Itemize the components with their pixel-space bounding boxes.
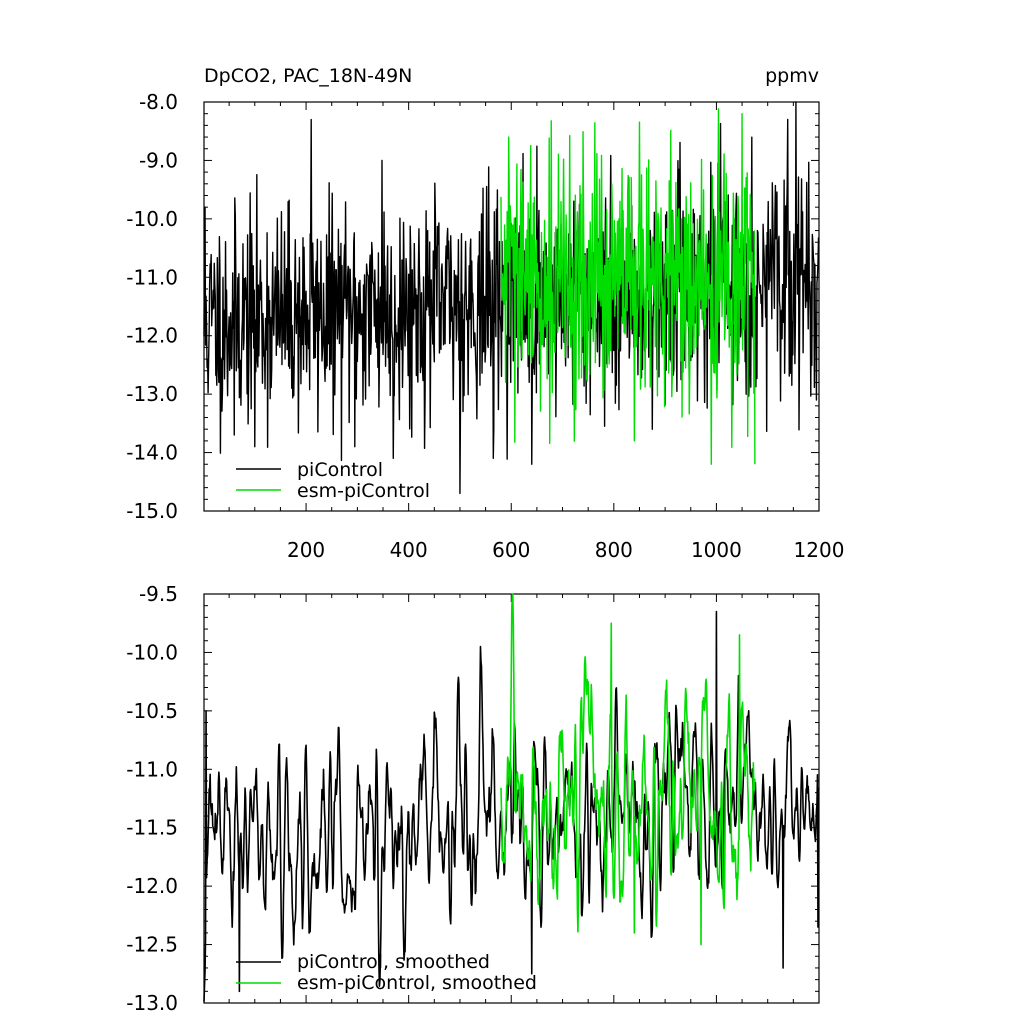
top-x-tick-label: 800 <box>595 538 633 562</box>
bottom-series-group <box>203 593 820 1002</box>
top-axis-ticks: -15.0 -14.0 -13.0 -12.0 -11.0 -10.0 -9.0 -8.0 20… <box>126 90 844 562</box>
bottom-series-line-esm-picontrol-smoothed <box>500 593 756 946</box>
top-y-tick-label: -14.0 <box>126 441 178 465</box>
top-chart-title: DpCO2, PAC_18N-49N <box>204 65 412 87</box>
bottom-y-tick-label: -10.5 <box>126 699 178 723</box>
top-y-tick-label: -9.0 <box>139 148 178 172</box>
top-legend-label-picontrol: piControl <box>297 459 383 481</box>
top-x-tick-label: 1000 <box>691 538 742 562</box>
top-legend: piControl esm-piControl <box>236 459 430 502</box>
bottom-legend-label-picontrol-smoothed: piControl, smoothed <box>297 951 490 973</box>
top-y-tick-label: -15.0 <box>126 499 178 523</box>
top-series-group <box>203 101 820 495</box>
bottom-y-tick-label: -13.0 <box>126 991 178 1015</box>
top-y-tick-label: -10.0 <box>126 207 178 231</box>
bottom-y-tick-label: -12.5 <box>126 933 178 957</box>
bottom-y-tick-label: -11.0 <box>126 757 178 781</box>
bottom-y-tick-label: -9.5 <box>139 582 178 606</box>
top-y-tick-label: -12.0 <box>126 324 178 348</box>
top-chart-units: ppmv <box>765 65 819 87</box>
top-y-tick-label: -8.0 <box>139 90 178 114</box>
bottom-y-tick-label: -10.0 <box>126 640 178 664</box>
top-panel: DpCO2, PAC_18N-49N ppmv -15.0-14.0-13.0-… <box>126 65 844 562</box>
top-x-tick-label: 600 <box>492 538 530 562</box>
bottom-y-tick-label: -12.0 <box>126 874 178 898</box>
top-y-tick-label: -13.0 <box>126 382 178 406</box>
top-y-tick-label: -11.0 <box>126 265 178 289</box>
top-x-tick-label: 400 <box>390 538 428 562</box>
top-x-tick-label: 200 <box>287 538 325 562</box>
top-x-tick-label: 1200 <box>794 538 845 562</box>
bottom-legend: piControl, smoothed esm-piControl, smoot… <box>236 951 537 994</box>
bottom-panel: -13.0-12.5-12.0-11.5-11.0-10.5-10.0-9.5 … <box>126 582 820 1015</box>
top-series-line-esm-picontrol <box>500 108 756 465</box>
bottom-y-tick-label: -11.5 <box>126 816 178 840</box>
top-legend-label-esm-picontrol: esm-piControl <box>297 480 430 502</box>
bottom-legend-label-esm-picontrol-smoothed: esm-piControl, smoothed <box>297 972 537 994</box>
bottom-series-line-picontrol-smoothed <box>203 610 820 1002</box>
